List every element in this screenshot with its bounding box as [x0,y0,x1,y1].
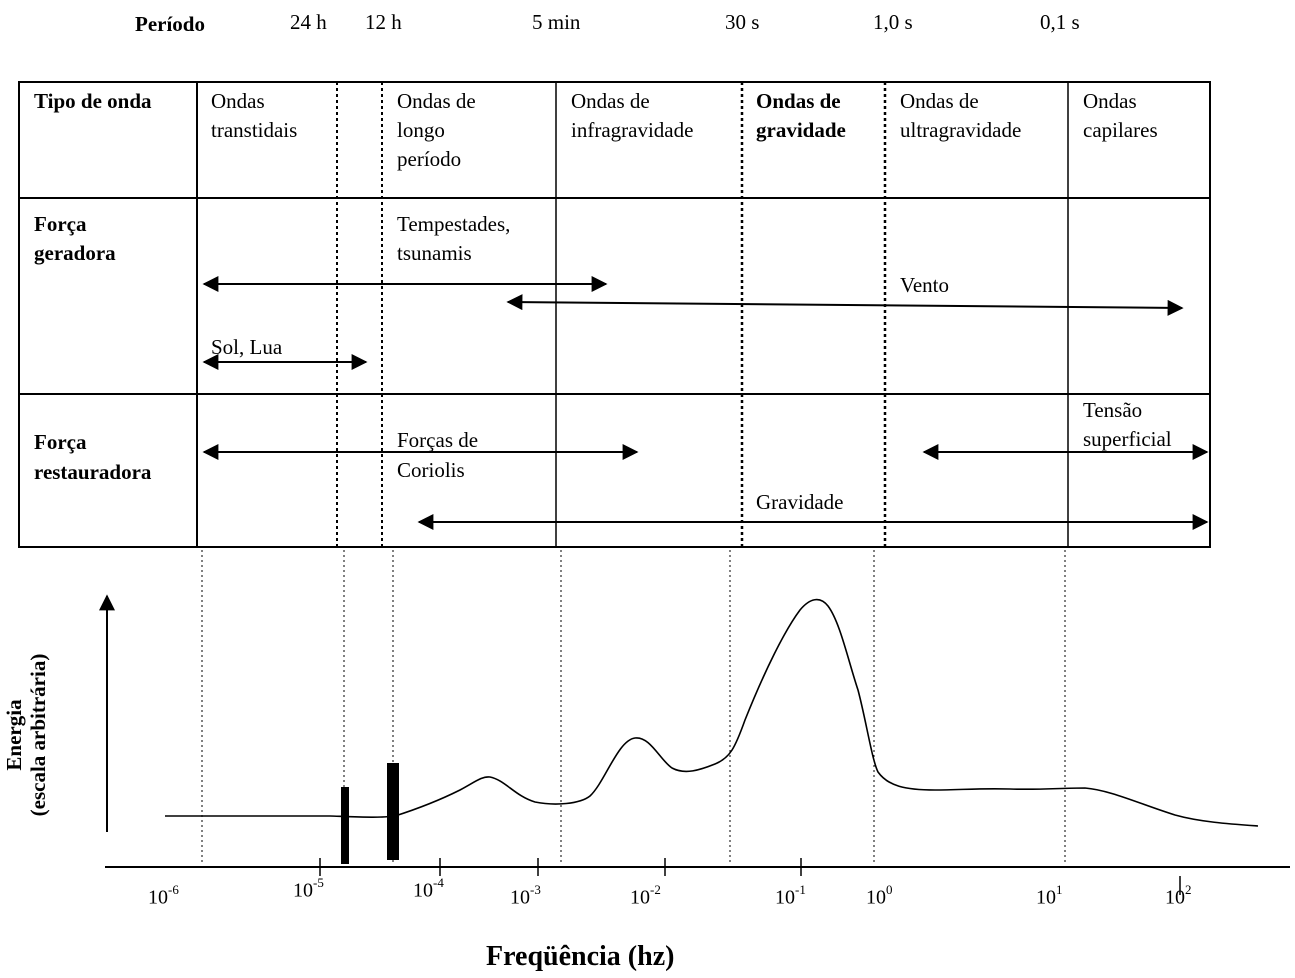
header-restoring-force-2: restauradora [34,460,152,484]
force-storms-1: Tempestades, [397,212,511,236]
wave-ultragravity-1: Ondas de [900,89,979,113]
x-tick-1e0: 100 [866,882,893,909]
tidal-bar-12h [387,763,399,860]
y-axis-label-line1: Energia [2,699,26,771]
force-sun-moon: Sol, Lua [211,335,283,359]
wave-transtidal-2: transtidais [211,118,298,142]
period-label: Período [135,12,205,36]
wave-long-period-1: Ondas de [397,89,476,113]
table-border [18,81,1211,548]
x-tick-1e1: 101 [1036,882,1063,909]
force-coriolis-1: Forças de [397,428,479,452]
force-storms-2: tsunamis [397,241,472,265]
period-01s: 0,1 s [1040,10,1080,34]
wave-capillary-2: capilares [1083,118,1158,142]
energy-spectrum-curve [165,598,1259,827]
wave-long-period-2: longo [397,118,445,142]
guide-lines [201,550,1066,862]
period-5min: 5 min [532,10,581,34]
force-wind: Vento [900,273,949,297]
wave-transtidal-1: Ondas [211,89,265,113]
period-1s: 1,0 s [873,10,913,34]
wave-infragravity-2: infragravidade [571,118,694,142]
x-tick-1e-6: 10-6 [148,882,179,909]
wave-infragravity-1: Ondas de [571,89,650,113]
x-tick-1e-2: 10-2 [630,882,661,909]
header-generating-force-1: Força [34,212,87,236]
period-30s: 30 s [725,10,760,34]
x-tick-1e-3: 10-3 [510,882,541,909]
x-axis-label: Freqüência (hz) [486,941,675,972]
force-surface-tension-2: superficial [1083,427,1172,451]
x-axis-ticks [319,858,1181,895]
force-coriolis-2: Coriolis [397,458,465,482]
force-gravity: Gravidade [756,490,844,514]
header-generating-force-2: geradora [34,241,116,265]
wave-long-period-3: período [397,147,462,171]
arrow-wind [506,294,1184,316]
period-12h: 12 h [365,10,402,34]
wave-capillary-1: Ondas [1083,89,1137,113]
header-restoring-force-1: Força [34,430,87,454]
period-24h: 24 h [290,10,327,34]
wave-ultragravity-2: ultragravidade [900,118,1022,142]
y-axis-label: Energia (escala arbitrária) [2,620,62,850]
x-tick-1e-4: 10-4 [413,875,444,902]
x-tick-1e2: 102 [1165,882,1192,909]
x-tick-1e-1: 10-1 [775,882,806,909]
header-wave-type: Tipo de onda [34,89,152,113]
x-tick-1e-5: 10-5 [293,875,324,902]
tidal-bar-24h [341,787,349,864]
wave-gravity-1: Ondas de [756,89,841,113]
force-surface-tension-1: Tensão [1083,398,1143,422]
wave-gravity-2: gravidade [756,118,846,142]
y-axis-label-line2: (escala arbitrária) [26,653,50,817]
